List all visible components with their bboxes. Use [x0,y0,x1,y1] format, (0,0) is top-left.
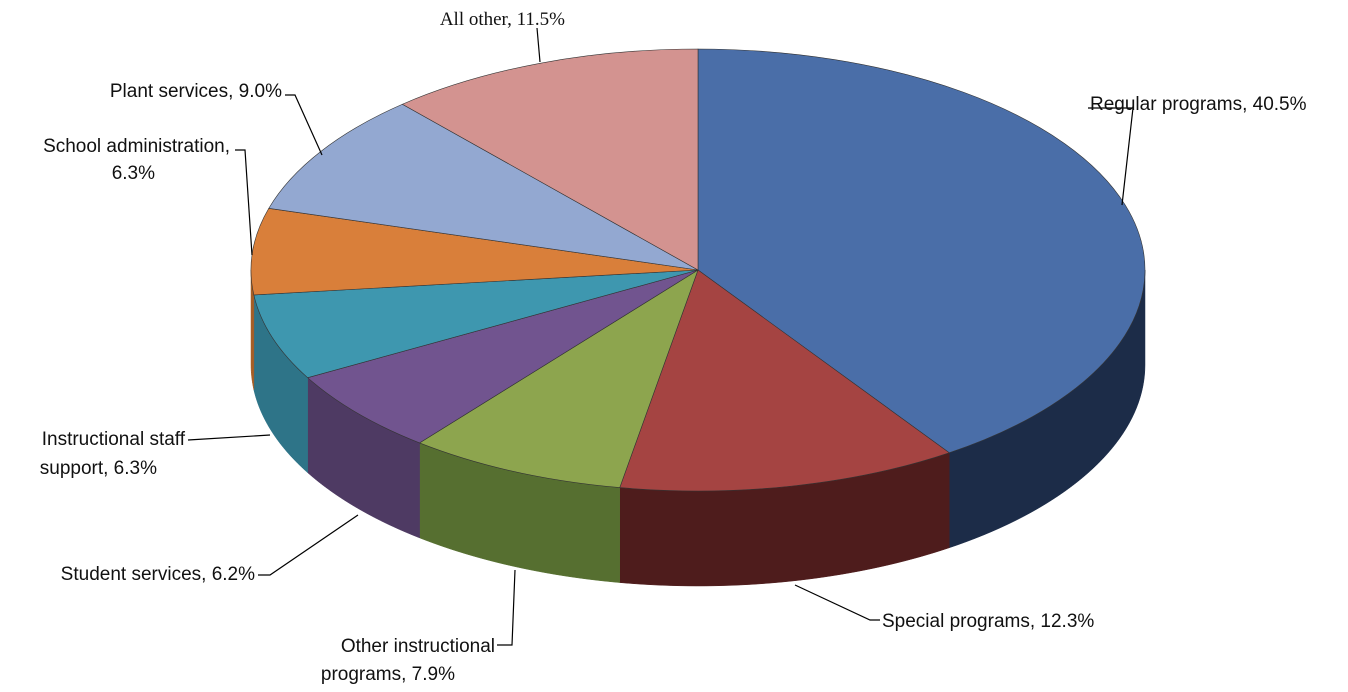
slice-labels: Regular programs, 40.5% Special programs,… [40,9,1307,685]
slice-top-2 [418,269,699,488]
slice-label-2: Other instructional programs, 7.9% [321,636,495,685]
leader-lines [187,27,1134,646]
leader-line-5 [235,149,253,256]
slice-top-0 [697,48,1146,454]
pie-sides [250,269,1146,587]
slice-label-4: Instructional staff support, 6.3% [40,429,186,479]
slice-label-7: All other, 11.5% [440,9,565,30]
slice-top-7 [401,48,699,271]
leader-line-0 [1088,107,1134,206]
slice-label-6: Plant services, 9.0% [110,81,282,102]
slice-label-1: Special programs, 12.3% [882,611,1094,632]
slice-top-1 [619,269,950,492]
leader-line-4 [187,434,271,441]
slice-label-3: Student services, 6.2% [61,564,255,585]
pie-tops [250,48,1146,492]
leader-line-6 [285,94,323,156]
leader-line-7 [536,27,541,63]
slice-top-3 [307,269,699,444]
leader-line-3 [258,514,359,576]
slice-label-0: Regular programs, 40.5% [1090,94,1307,115]
slice-top-5 [250,208,699,296]
leader-line-1 [794,584,880,621]
leader-line-2 [497,569,516,646]
slice-top-4 [253,269,699,379]
slice-label-5: School administration, 6.3% [43,136,230,184]
